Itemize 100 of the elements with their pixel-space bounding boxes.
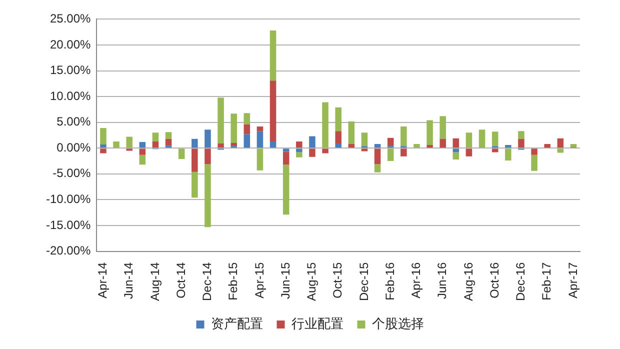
bar: [296, 152, 302, 158]
bar: [192, 172, 198, 198]
x-tick-label: Apr-15: [252, 262, 266, 298]
bar: [296, 148, 302, 152]
bar: [440, 116, 446, 139]
legend-label: 资产配置: [210, 316, 263, 332]
x-tick-label: Feb-16: [382, 262, 397, 300]
bar: [282, 148, 290, 152]
bar: [322, 102, 328, 148]
bar: [218, 98, 224, 144]
bar: [400, 126, 407, 146]
bar: [270, 141, 276, 148]
bar: [126, 136, 132, 148]
x-tick-label: Aug-15: [304, 262, 319, 302]
bar: [374, 164, 381, 172]
legend-label: 行业配置: [291, 316, 344, 332]
bar: [335, 131, 342, 144]
bar: [400, 148, 407, 156]
bar: [256, 131, 264, 148]
legend-label: 个股选择: [372, 316, 424, 332]
x-tick-label: Aug-14: [148, 262, 162, 302]
x-tick-label: Feb-17: [540, 262, 554, 300]
bar: [192, 138, 198, 148]
x-tick-label: Aug-16: [461, 262, 476, 302]
bar: [256, 148, 264, 170]
bar: [361, 132, 368, 146]
bar: [426, 145, 433, 148]
bar: [139, 148, 146, 155]
bar: [348, 121, 355, 144]
bar: [100, 144, 106, 148]
x-tick-label: Jun-15: [278, 262, 292, 300]
bar: [452, 152, 460, 160]
bar: [518, 131, 524, 139]
bar: [244, 113, 250, 124]
bar: [466, 148, 472, 156]
x-tick-label: Oct-15: [330, 262, 345, 298]
y-tick-label: -20.00%: [46, 244, 92, 258]
x-tick-label: Apr-16: [409, 262, 424, 298]
bar: [348, 144, 355, 148]
bar: [152, 132, 159, 142]
bar: [256, 126, 264, 132]
bar: [165, 132, 172, 139]
bar: [244, 124, 250, 134]
bar: [309, 148, 316, 157]
x-tick-label: Apr-14: [96, 262, 110, 298]
x-tick-label: Feb-15: [226, 262, 240, 300]
bar: [139, 142, 146, 148]
bar: [230, 142, 237, 146]
x-tick-label: Jun-14: [122, 262, 136, 300]
bar: [139, 154, 146, 165]
bar: [544, 144, 550, 148]
bar: [282, 164, 290, 215]
y-tick-label: 5.00%: [56, 114, 92, 129]
bar: [282, 152, 290, 165]
bar: [244, 134, 250, 148]
bar: [505, 148, 512, 161]
bar: [270, 30, 276, 81]
bar: [204, 130, 211, 148]
bar: [414, 144, 420, 148]
x-tick-label: Oct-16: [487, 262, 502, 298]
bar: [570, 144, 577, 148]
bar: [557, 148, 564, 153]
bar: [100, 148, 106, 154]
x-tick-label: Dec-16: [514, 262, 528, 301]
y-tick-label: -15.00%: [46, 218, 92, 232]
bar: [466, 132, 472, 148]
bar: [374, 144, 381, 148]
x-tick-label: Jun-16: [435, 262, 450, 300]
x-tick-label: Oct-14: [174, 262, 188, 298]
bar: [374, 148, 381, 164]
bar: [335, 107, 342, 132]
bar: [518, 138, 524, 148]
bar: [426, 120, 433, 146]
bar: [492, 148, 498, 152]
bar: [152, 141, 159, 148]
y-tick-label: 0.00%: [56, 140, 92, 154]
bar: [322, 148, 328, 154]
bar: [178, 148, 185, 159]
bar: [335, 144, 342, 148]
bar: [230, 114, 237, 143]
bar: [557, 138, 564, 148]
y-tick-label: -10.00%: [46, 192, 92, 206]
y-tick-label: 20.00%: [50, 37, 92, 52]
bar: [478, 130, 486, 148]
bar: [218, 144, 224, 148]
x-tick-label: Dec-14: [200, 262, 214, 301]
x-tick-label: Dec-15: [356, 262, 371, 301]
bar: [492, 132, 498, 146]
bar: [204, 148, 211, 164]
bar: [204, 164, 211, 228]
bar: [387, 138, 394, 146]
bar: [113, 141, 120, 148]
x-tick-label: Apr-17: [566, 262, 580, 298]
bar: [531, 148, 538, 155]
y-tick-label: -5.00%: [52, 166, 92, 180]
bar: [309, 136, 316, 148]
bar: [270, 80, 276, 142]
bar: [440, 138, 446, 148]
bar: [361, 148, 368, 152]
bar: [531, 154, 538, 171]
